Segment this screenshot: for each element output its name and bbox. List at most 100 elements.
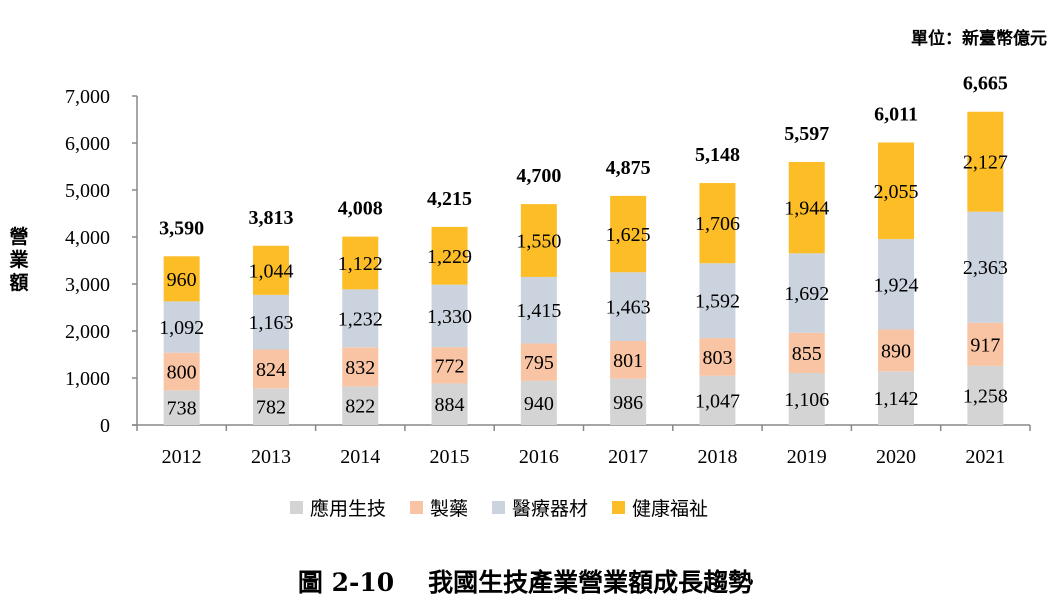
y-tick-label: 0 bbox=[100, 415, 110, 437]
bar-segment bbox=[878, 239, 915, 330]
x-tick-label: 2018 bbox=[697, 446, 737, 468]
bar-segment bbox=[699, 263, 736, 339]
bar-segment bbox=[878, 371, 915, 425]
bar-segment bbox=[431, 383, 468, 425]
data-label: 1,122 bbox=[338, 253, 383, 275]
total-label: 4,700 bbox=[516, 165, 561, 187]
bar-segment bbox=[967, 365, 1004, 425]
data-label: 1,258 bbox=[963, 385, 1008, 407]
legend-label: 應用生技 bbox=[310, 498, 387, 520]
data-label: 832 bbox=[345, 357, 375, 379]
bar-segment bbox=[699, 183, 736, 264]
legend: 應用生技 製藥 醫療器材 健康福祉 bbox=[290, 494, 708, 521]
x-tick-label: 2013 bbox=[251, 446, 291, 468]
data-label: 940 bbox=[524, 393, 554, 415]
y-tick-label: 4,000 bbox=[65, 227, 110, 249]
data-label: 824 bbox=[256, 359, 286, 381]
total-label: 3,813 bbox=[248, 207, 293, 229]
data-label: 2,127 bbox=[963, 152, 1008, 174]
legend-item: 應用生技 bbox=[290, 494, 386, 521]
data-label: 800 bbox=[167, 362, 197, 384]
bar-segment bbox=[610, 272, 647, 342]
data-label: 803 bbox=[702, 347, 732, 369]
bar-segment bbox=[252, 388, 289, 425]
bar-segment bbox=[788, 373, 825, 425]
data-label: 1,550 bbox=[516, 231, 561, 253]
total-label: 6,011 bbox=[874, 103, 918, 125]
x-tick-label: 2016 bbox=[519, 446, 559, 468]
data-label: 1,163 bbox=[248, 312, 293, 334]
bar-segment bbox=[520, 276, 557, 344]
data-label: 1,415 bbox=[516, 300, 561, 322]
legend-item: 製藥 bbox=[410, 494, 468, 521]
data-label: 986 bbox=[613, 392, 643, 414]
bar-segment bbox=[431, 226, 468, 285]
bar-segment bbox=[967, 111, 1004, 212]
data-label: 801 bbox=[613, 350, 643, 372]
x-tick-label: 2014 bbox=[340, 446, 380, 468]
data-label: 960 bbox=[167, 269, 197, 291]
data-label: 1,092 bbox=[159, 317, 204, 339]
bar-segment bbox=[610, 195, 647, 273]
bar-segment bbox=[342, 236, 379, 290]
total-label: 4,008 bbox=[338, 198, 383, 220]
bar-segment bbox=[788, 253, 825, 333]
x-tick-label: 2021 bbox=[965, 446, 1005, 468]
data-label: 1,232 bbox=[338, 308, 383, 330]
bar-segment bbox=[878, 329, 915, 372]
bar-segment bbox=[163, 352, 200, 391]
x-tick-label: 2020 bbox=[876, 446, 916, 468]
data-label: 1,706 bbox=[695, 213, 740, 235]
y-axis-label: 營業額 bbox=[9, 226, 29, 294]
bar-segment bbox=[163, 256, 200, 302]
x-tick-label: 2019 bbox=[787, 446, 827, 468]
data-label: 855 bbox=[792, 343, 822, 365]
legend-swatch bbox=[492, 501, 506, 514]
data-label: 1,330 bbox=[427, 306, 472, 328]
bar-segment bbox=[699, 338, 736, 376]
total-label: 6,665 bbox=[963, 73, 1008, 95]
data-label: 1,463 bbox=[606, 297, 651, 319]
figure-caption: 圖 2-10 我國生技產業營業額成長趨勢 bbox=[0, 563, 1051, 599]
data-label: 1,044 bbox=[248, 260, 293, 282]
data-label: 782 bbox=[256, 397, 286, 419]
bar-segment bbox=[163, 390, 200, 425]
bar-chart: 0 1,000 2,000 3,000 4,000 5,000 6,000 7,000 2012… bbox=[65, 73, 1031, 468]
data-label: 1,944 bbox=[784, 198, 829, 220]
data-label: 890 bbox=[881, 340, 911, 362]
y-tick-label: 3,000 bbox=[65, 274, 110, 296]
data-label: 822 bbox=[345, 396, 375, 418]
total-label: 4,875 bbox=[606, 157, 651, 179]
data-label: 772 bbox=[435, 355, 465, 377]
data-label: 738 bbox=[167, 398, 197, 420]
data-label: 917 bbox=[970, 334, 1000, 356]
legend-swatch bbox=[410, 501, 424, 514]
data-label: 1,047 bbox=[695, 390, 740, 412]
legend-item: 健康福祉 bbox=[612, 494, 708, 521]
data-label: 795 bbox=[524, 352, 554, 374]
bar-segment bbox=[342, 386, 379, 425]
bar-segment bbox=[967, 322, 1004, 366]
total-label: 4,215 bbox=[427, 188, 472, 210]
legend-label: 醫療器材 bbox=[512, 498, 589, 520]
bar-segment bbox=[163, 301, 200, 353]
data-label: 1,692 bbox=[784, 283, 829, 305]
y-tick-label: 2,000 bbox=[65, 321, 110, 343]
bar-segment bbox=[520, 380, 557, 425]
data-label: 1,229 bbox=[427, 246, 472, 268]
bar-segment bbox=[252, 349, 289, 389]
total-label: 5,148 bbox=[695, 144, 740, 166]
bar-segment bbox=[788, 161, 825, 254]
bar-segment bbox=[610, 378, 647, 425]
unit-label: 單位：新臺幣億元 bbox=[911, 29, 1047, 49]
bar-segment bbox=[342, 347, 379, 387]
bar-segment bbox=[520, 343, 557, 381]
legend-label: 健康福祉 bbox=[632, 498, 709, 520]
y-tick-label: 7,000 bbox=[65, 86, 110, 108]
legend-item: 醫療器材 bbox=[492, 494, 588, 521]
data-label: 1,924 bbox=[874, 274, 919, 296]
x-tick-label: 2012 bbox=[162, 446, 202, 468]
data-label: 2,055 bbox=[874, 181, 919, 203]
chart-title: 我國生技產業營業額成長趨勢 bbox=[428, 568, 754, 597]
bar-segment bbox=[342, 289, 379, 348]
